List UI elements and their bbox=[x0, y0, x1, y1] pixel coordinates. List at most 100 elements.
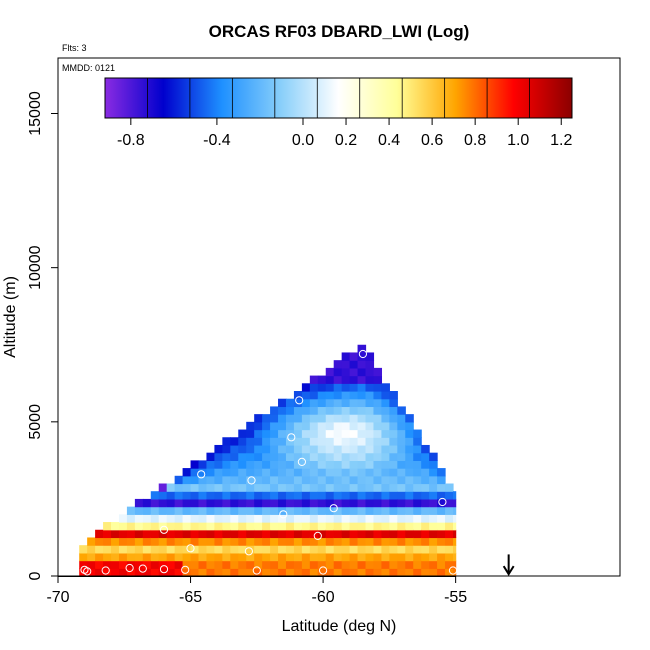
heatmap-cell bbox=[389, 506, 398, 515]
x-axis: -70 -65 -60 -55 bbox=[46, 576, 467, 606]
heatmap-cell bbox=[142, 506, 152, 515]
heatmap-cell bbox=[214, 568, 223, 577]
heatmap-cell bbox=[309, 406, 319, 415]
heatmap-cell bbox=[421, 560, 430, 569]
heatmap-cell bbox=[309, 529, 319, 539]
heatmap-cell bbox=[174, 475, 184, 485]
heatmap-cell bbox=[445, 491, 454, 500]
heatmap-cell bbox=[230, 437, 239, 446]
heatmap-cell bbox=[270, 406, 279, 415]
heatmap-cell bbox=[301, 491, 311, 500]
heatmap-cell bbox=[262, 498, 271, 508]
heatmap-cell bbox=[413, 560, 422, 569]
heatmap-cell bbox=[293, 537, 303, 546]
heatmap-cell bbox=[246, 498, 255, 508]
heatmap-cell bbox=[445, 568, 454, 577]
observation-point bbox=[159, 565, 169, 574]
heatmap-cell bbox=[190, 468, 200, 477]
heatmap-cell bbox=[365, 375, 375, 384]
heatmap-cell bbox=[166, 491, 176, 500]
heatmap-cell bbox=[373, 491, 383, 500]
heatmap-cell bbox=[421, 568, 430, 577]
x-axis-label: Latitude (deg N) bbox=[282, 618, 397, 635]
heatmap-cell bbox=[381, 452, 390, 461]
heatmap-cell bbox=[357, 375, 367, 384]
heatmap-cell bbox=[349, 522, 359, 531]
heatmap-cell bbox=[373, 398, 383, 408]
heatmap-cell bbox=[238, 522, 247, 531]
heatmap-cell bbox=[381, 421, 390, 431]
heatmap-cell bbox=[373, 506, 383, 515]
heatmap-cell bbox=[333, 529, 343, 539]
heatmap-cell bbox=[317, 506, 327, 515]
heatmap-cell bbox=[413, 498, 422, 508]
heatmap-cell bbox=[365, 506, 375, 515]
heatmap-cell bbox=[341, 506, 351, 515]
heatmap-cell bbox=[405, 421, 414, 431]
heatmap-cell bbox=[341, 475, 351, 485]
colorbar-tick-label: -0.8 bbox=[117, 132, 145, 149]
heatmap-cell bbox=[317, 406, 327, 415]
heatmap-cell bbox=[452, 545, 457, 554]
heatmap-cell bbox=[238, 560, 247, 569]
heatmap-cell bbox=[381, 529, 390, 539]
heatmap-cell bbox=[103, 568, 112, 577]
heatmap-cell bbox=[182, 514, 192, 523]
heatmap-cell bbox=[333, 560, 343, 569]
heatmap-cell bbox=[357, 391, 367, 400]
heatmap-cell bbox=[222, 498, 231, 508]
heatmap-cell bbox=[325, 506, 335, 515]
heatmap-cell bbox=[118, 552, 128, 562]
heatmap-cell bbox=[206, 545, 215, 554]
heatmap-cell bbox=[437, 506, 446, 515]
heatmap-cell bbox=[365, 352, 375, 361]
heatmap-cell bbox=[246, 452, 255, 461]
heatmap-cell bbox=[445, 498, 454, 508]
heatmap-cell bbox=[214, 452, 223, 461]
heatmap-cell bbox=[166, 537, 176, 546]
heatmap-cell bbox=[111, 545, 120, 554]
heatmap-cell bbox=[317, 483, 327, 492]
heatmap-cell bbox=[198, 460, 208, 469]
heatmap-cell bbox=[325, 514, 335, 523]
heatmap-cell bbox=[238, 452, 247, 461]
heatmap-cell bbox=[174, 491, 184, 500]
heatmap-cell bbox=[349, 475, 359, 485]
heatmap-cell bbox=[325, 383, 335, 392]
heatmap-cell bbox=[357, 529, 367, 539]
heatmap-cell bbox=[262, 468, 271, 477]
heatmap-cell bbox=[429, 460, 438, 469]
heatmap-cell bbox=[437, 483, 446, 492]
heatmap-cell bbox=[254, 560, 263, 569]
observation-point bbox=[125, 563, 134, 573]
heatmap-cell bbox=[309, 514, 319, 523]
heatmap-cell bbox=[405, 491, 414, 500]
heatmap-cell bbox=[246, 537, 255, 546]
heatmap-cell bbox=[293, 398, 303, 408]
heatmap-cell bbox=[270, 552, 279, 562]
heatmap-cell bbox=[365, 529, 375, 539]
heatmap-cell bbox=[365, 437, 375, 446]
heatmap-cell bbox=[333, 406, 343, 415]
heatmap-cell bbox=[174, 552, 184, 562]
heatmap-cell bbox=[405, 529, 414, 539]
heatmap-cell bbox=[103, 560, 112, 569]
heatmap-cell bbox=[182, 498, 192, 508]
heatmap-cell bbox=[333, 414, 343, 423]
heatmap-cell bbox=[262, 522, 271, 531]
heatmap-cell bbox=[126, 537, 136, 546]
heatmap-cell bbox=[254, 506, 263, 515]
heatmap-cell bbox=[405, 568, 414, 577]
heatmap-cell bbox=[285, 437, 295, 446]
heatmap-cell bbox=[341, 468, 351, 477]
heatmap-cell bbox=[437, 568, 446, 577]
heatmap-cell bbox=[246, 506, 255, 515]
heatmap-cell bbox=[325, 406, 335, 415]
heatmap-cell bbox=[365, 491, 375, 500]
heatmap-cell bbox=[126, 552, 136, 562]
heatmap-cell bbox=[333, 398, 343, 408]
heatmap-cell bbox=[381, 483, 390, 492]
heatmap-cell bbox=[309, 383, 319, 392]
x-tick-label: -70 bbox=[46, 589, 69, 606]
heatmap-cell bbox=[309, 460, 319, 469]
